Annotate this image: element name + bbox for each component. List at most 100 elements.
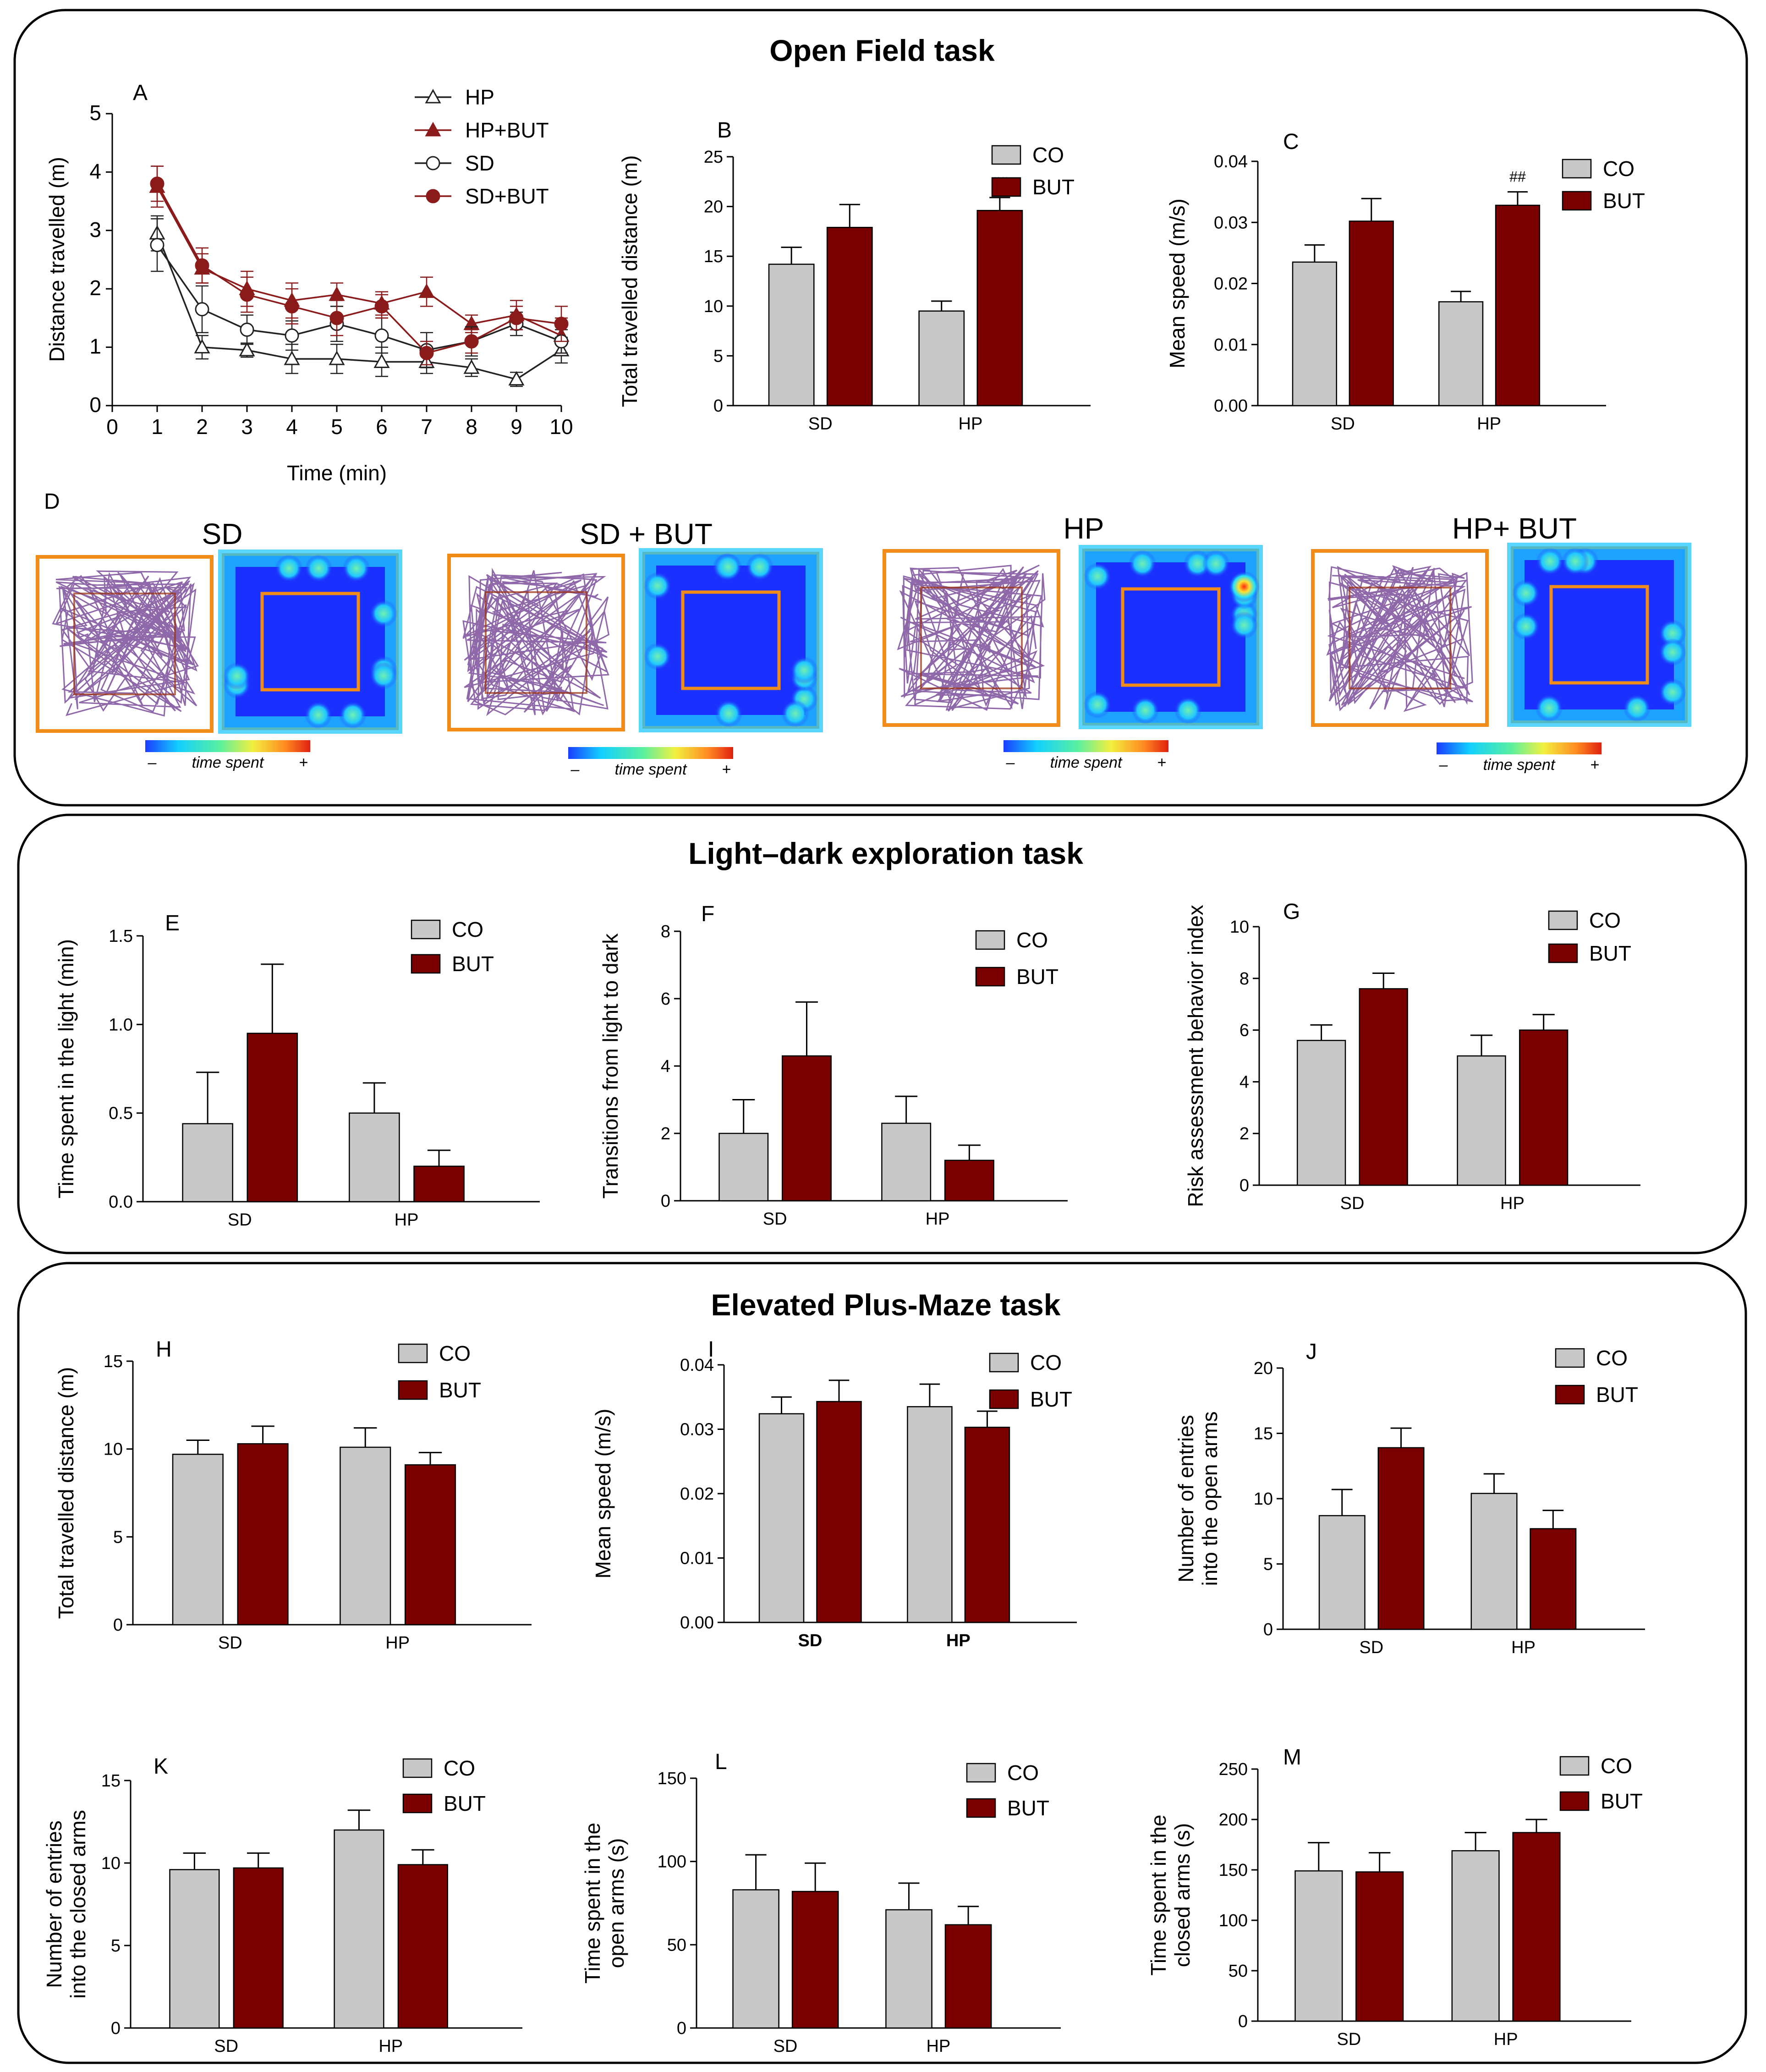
panel-letter-j: J <box>1306 1340 1317 1364</box>
bar-but-sd <box>237 1443 289 1626</box>
heatmap-warm-spot <box>370 599 397 627</box>
x-tick-label: 6 <box>376 415 388 439</box>
legend-label-but: BUT <box>452 952 494 976</box>
y-axis-title: Risk assessment behavior index <box>1184 905 1207 1207</box>
heatmap-warm-spot <box>1230 611 1258 639</box>
heatmap-warm-spot <box>1174 697 1202 724</box>
bar-co-hp <box>1470 1493 1518 1630</box>
panel-letter-g: G <box>1283 900 1300 924</box>
bar-co-sd <box>1296 1039 1346 1186</box>
bar-co-hp <box>334 1829 384 2029</box>
heatmap-arena <box>1082 549 1259 725</box>
y-tick-label: 20 <box>1254 1359 1273 1378</box>
movement-track <box>52 570 199 717</box>
plus-maze-title: Elevated Plus-Maze task <box>711 1288 1061 1322</box>
bar-co-sd <box>718 1132 769 1202</box>
legend-label-but: BUT <box>1030 1387 1072 1411</box>
bar-co-hp <box>1457 1055 1506 1186</box>
chart-b-total-distance: B 0 5 10 15 20 25 Total travelled distance (m) S… <box>618 118 1091 434</box>
y-tick-label: 0 <box>677 2019 686 2038</box>
legend-label-but: BUT <box>1596 1383 1638 1407</box>
chart-c-mean-speed: C 0.00 0.01 0.02 0.03 0.04 Mean speed (m/s) SD #… <box>1165 130 1645 434</box>
bar-but-sd <box>1359 988 1408 1186</box>
bar-but-sd <box>1355 1871 1404 2022</box>
panel-letter-a: A <box>133 81 148 105</box>
legend-label-co: CO <box>1032 143 1064 167</box>
bar-co-sd <box>768 264 815 407</box>
heatmap-warm-spot <box>1512 612 1540 640</box>
heatmap-warm-spot <box>644 572 671 600</box>
legend-swatch-co <box>989 1352 1019 1373</box>
data-point <box>329 311 344 325</box>
heatmap-warm-spot <box>714 553 742 581</box>
legend-label-co: CO <box>1007 1761 1039 1785</box>
x-axis-title: Time (min) <box>287 461 387 485</box>
y-tick-label: 25 <box>704 148 723 167</box>
y-tick-label: 2 <box>1239 1124 1249 1143</box>
data-point <box>329 286 345 301</box>
y-tick-label: 200 <box>1219 1810 1248 1830</box>
arena-title: SD <box>202 517 243 550</box>
legend-label-but: BUT <box>1601 1789 1643 1813</box>
y-tick-label: 100 <box>1219 1911 1248 1930</box>
heatmap-warm-spot <box>1561 548 1589 575</box>
significance-mark: ## <box>1509 169 1526 185</box>
heat-minus: – <box>1439 756 1448 774</box>
chart-g-risk-assessment: G 0 2 4 6 8 10 Risk assessment behavior index SD… <box>1184 900 1640 1213</box>
x-tick-label: 9 <box>510 415 522 439</box>
legend-swatch-but <box>1548 943 1578 963</box>
bar-co-sd <box>1292 261 1338 407</box>
legend-label-co: CO <box>1589 908 1621 932</box>
bar-co-hp <box>881 1122 932 1202</box>
legend-label-but: BUT <box>1007 1796 1049 1820</box>
heat-color-bar <box>1437 742 1601 754</box>
legend-swatch-co <box>1559 1756 1590 1776</box>
y-tick-label: 4 <box>1239 1072 1249 1092</box>
heatmap-center-zone <box>1549 585 1649 685</box>
series-line <box>156 233 562 380</box>
heatmap-warm-spot <box>339 701 367 729</box>
bar-co-sd <box>1294 1870 1343 2022</box>
bar-co-hp <box>918 310 965 407</box>
series-line <box>156 183 562 354</box>
data-point <box>464 334 479 349</box>
y-tick-label: 4 <box>661 1057 670 1076</box>
y-axis-title: Total travelled distance (m) <box>618 155 642 407</box>
legend-label-co: CO <box>1603 157 1634 181</box>
y-tick-label: 8 <box>661 922 670 941</box>
legend-swatch-but <box>975 967 1005 987</box>
chart-l-open-arm-time: L 0 50 100 150 Time spent in the open arms (s)… <box>581 1750 1061 2056</box>
heatmap-warm-spot <box>746 553 774 581</box>
y-tick-label: 3 <box>89 218 101 242</box>
y-axis-title: closed arms (s) <box>1170 1823 1194 1967</box>
legend-swatch-but <box>1562 191 1592 211</box>
data-point <box>374 299 389 313</box>
heatmap-hot-spot <box>1229 571 1260 602</box>
arena-title: SD + BUT <box>580 517 713 550</box>
y-tick-label: 0.03 <box>1214 213 1248 232</box>
track-center-zone <box>485 591 587 694</box>
heatmap-warm-spot <box>715 700 743 727</box>
bar-but-sd <box>781 1055 832 1202</box>
bar-co-sd <box>169 1869 220 2029</box>
heatmap-warm-spot <box>370 662 397 690</box>
legend-label: SD <box>465 151 494 175</box>
y-tick-label: 15 <box>704 247 723 266</box>
heatmap-warm-spot <box>305 555 333 582</box>
y-axis-title: Transitions from light to dark <box>598 933 622 1199</box>
bar-but-sd <box>791 1891 839 2029</box>
legend-label-but: BUT <box>1603 189 1645 213</box>
y-tick-label: 5 <box>111 1936 121 1956</box>
data-point <box>239 341 255 357</box>
data-point <box>418 283 435 298</box>
movement-track <box>1326 565 1473 712</box>
bar-co-hp <box>885 1909 932 2029</box>
bar-but-hp <box>1495 204 1541 407</box>
data-point <box>195 302 209 317</box>
data-point <box>374 328 389 343</box>
bar-but-hp <box>1519 1029 1569 1186</box>
legend-swatch-co <box>398 1343 428 1363</box>
arena-hp-but: HP+ BUT – time spent + <box>1311 512 1691 774</box>
legend-swatch-but <box>398 1380 428 1400</box>
y-axis-title: Time spent in the light (min) <box>54 939 78 1198</box>
